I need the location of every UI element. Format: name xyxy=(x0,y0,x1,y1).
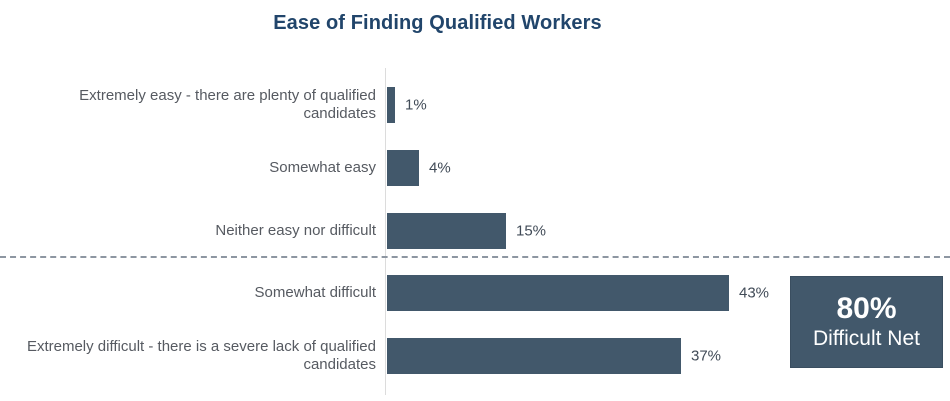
bar-extremely-difficult xyxy=(387,338,681,374)
bar-neither xyxy=(387,212,506,249)
bar-somewhat-easy xyxy=(387,149,419,186)
category-label-somewhat-easy: Somewhat easy xyxy=(269,158,376,176)
difficult-net-value: 80% xyxy=(836,292,897,325)
value-label-neither: 15% xyxy=(516,222,547,239)
bar-somewhat-difficult xyxy=(387,275,729,312)
chart-title: Ease of Finding Qualified Workers xyxy=(273,12,602,34)
category-label-neither: Neither easy nor difficult xyxy=(215,221,376,239)
value-label-somewhat-difficult: 43% xyxy=(739,284,770,302)
bar-extremely-easy xyxy=(387,87,395,123)
category-label-extremely-easy: Extremely easy - there are plenty of qua… xyxy=(79,87,376,122)
category-label-somewhat-difficult: Somewhat difficult xyxy=(254,284,376,302)
difficult-net-label: Difficult Net xyxy=(813,327,920,350)
category-label-extremely-difficult: Extremely difficult - there is a severe … xyxy=(26,338,376,373)
value-label-extremely-easy: 1% xyxy=(405,96,427,114)
value-label-extremely-difficult: 37% xyxy=(691,347,722,365)
difficult-net-callout-box: 80% Difficult Net xyxy=(790,276,943,368)
difficult-net-separator-line xyxy=(0,256,950,258)
value-label-somewhat-easy: 4% xyxy=(429,159,451,177)
category-axis-line xyxy=(385,68,386,395)
